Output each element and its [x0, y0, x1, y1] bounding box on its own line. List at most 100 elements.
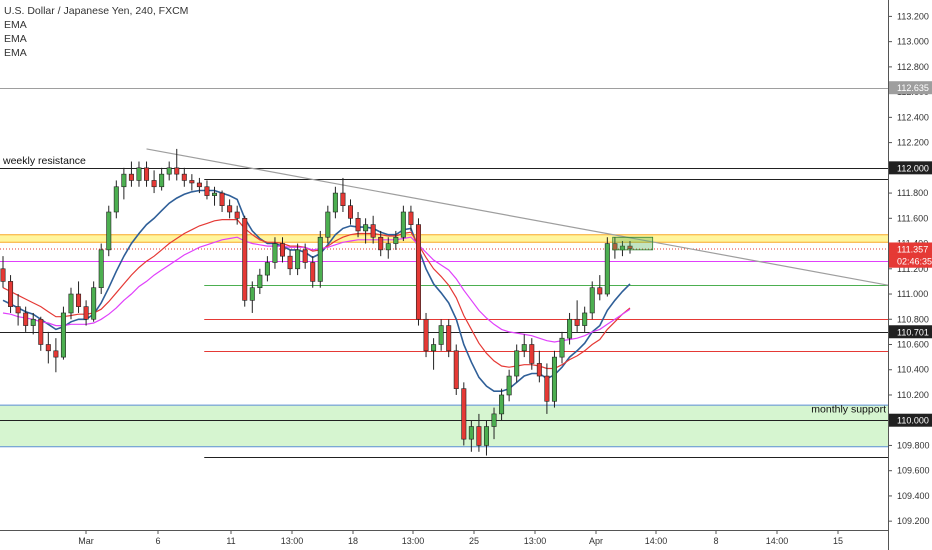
candle: [483, 420, 489, 456]
candle: [597, 275, 603, 301]
candle: [15, 294, 21, 326]
x-tick-label: 13:00: [524, 536, 547, 546]
candle: [98, 243, 104, 295]
candle-body: [91, 287, 97, 320]
candle-body: [355, 218, 361, 232]
candle: [60, 306, 66, 360]
candle: [310, 256, 316, 288]
candle: [544, 363, 550, 414]
monthly-support-label: monthly support: [811, 403, 886, 415]
candle-body: [423, 318, 429, 352]
candle: [272, 237, 278, 269]
candle-body: [8, 281, 14, 307]
price-badge-bg: [889, 413, 932, 427]
candle-body: [597, 287, 603, 295]
price-badge-bg: [889, 325, 932, 339]
x-tick-label: 11: [226, 536, 235, 546]
candle: [559, 331, 565, 364]
price-badge-label: 112.635: [897, 83, 929, 93]
zones-layer: [0, 234, 888, 448]
candle-body: [483, 426, 489, 446]
candle-body: [295, 249, 301, 270]
candle: [249, 281, 255, 313]
ema-label-3[interactable]: EMA: [4, 47, 27, 59]
candle-body: [589, 287, 595, 314]
candle: [174, 148, 180, 181]
candle: [536, 350, 542, 383]
candle-body: [212, 192, 218, 196]
candle-body: [363, 224, 369, 232]
candle-body: [529, 344, 535, 364]
y-tick-label: 109.600: [897, 466, 930, 476]
candle: [113, 180, 119, 219]
candle: [212, 186, 218, 206]
candle-body: [302, 249, 308, 263]
candle-body: [332, 192, 338, 213]
candle-body: [340, 192, 346, 206]
ema-label-1[interactable]: EMA: [4, 19, 27, 31]
candle-body: [45, 344, 51, 352]
candle: [582, 306, 588, 332]
candle-body: [280, 243, 286, 257]
candle: [514, 344, 520, 383]
candle-body: [446, 325, 452, 352]
candle: [8, 275, 14, 313]
ema-layer: [2, 189, 631, 393]
candle: [400, 205, 406, 242]
annotations-layer: weekly resistance monthly support: [2, 155, 886, 416]
candle: [128, 161, 134, 187]
candle: [506, 369, 512, 402]
candle: [363, 218, 369, 244]
ema-label-2[interactable]: EMA: [4, 33, 27, 45]
candle-body: [219, 192, 225, 206]
time-axis-bg: [0, 530, 888, 550]
candle: [23, 306, 29, 332]
candle-body: [76, 293, 82, 307]
y-tick-label: 112.400: [897, 112, 929, 122]
candle-body: [121, 173, 127, 188]
candles-layer: [0, 148, 633, 456]
candle-body: [453, 350, 459, 389]
candle-body: [189, 180, 195, 184]
y-tick-label: 112.800: [897, 62, 929, 72]
candle: [423, 312, 429, 358]
y-tick-label: 110.800: [897, 314, 929, 324]
candle-body: [536, 363, 542, 377]
symbol-title[interactable]: U.S. Dollar / Japanese Yen, 240, FXCM: [4, 5, 189, 17]
candle: [204, 180, 210, 200]
candle-body: [83, 306, 89, 320]
candle-body: [249, 287, 255, 301]
candle: [370, 215, 376, 244]
price-badge-bg: [889, 254, 932, 268]
candle: [340, 177, 346, 212]
candle-body: [174, 167, 180, 175]
y-tick-label: 109.200: [897, 516, 930, 526]
candle: [385, 237, 391, 259]
candle-body: [159, 173, 165, 188]
candle: [521, 334, 527, 358]
trendline-layer: [146, 148, 889, 286]
candle-body: [128, 173, 134, 181]
candle-body: [514, 350, 520, 377]
candle: [476, 413, 482, 452]
y-tick-label: 111.200: [897, 264, 928, 274]
candle-body: [272, 243, 278, 263]
trendline: [146, 148, 889, 286]
candle: [347, 199, 353, 225]
candle-body: [574, 318, 580, 326]
candle-body: [431, 344, 437, 352]
projection-layer: [612, 236, 654, 251]
candle: [589, 281, 595, 320]
candle: [189, 174, 195, 191]
candle-body: [567, 318, 573, 339]
candle-body: [370, 224, 376, 238]
candle-body: [544, 375, 550, 402]
candle: [68, 287, 74, 320]
candle-body: [461, 388, 467, 440]
candle: [499, 388, 505, 421]
candle-body: [60, 312, 66, 358]
candle-body: [30, 318, 36, 326]
y-tick-label: 113.000: [897, 37, 929, 47]
